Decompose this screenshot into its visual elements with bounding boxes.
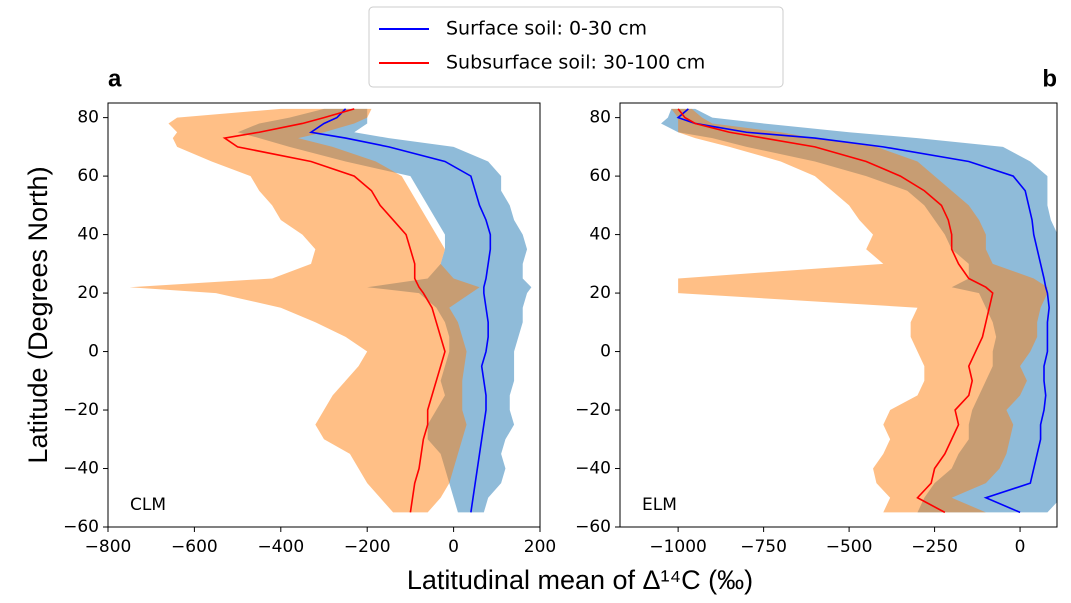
x-tick-label: 200	[524, 537, 556, 557]
y-tick-label: 20	[77, 283, 99, 303]
legend-box	[368, 6, 784, 88]
y-tick-label: 40	[77, 225, 99, 245]
line	[308, 108, 492, 513]
plot-area	[661, 108, 1057, 514]
legend: Surface soil: 0-30 cm Subsurface soil: 30…	[368, 6, 784, 88]
x-axis-label: Latitudinal mean of Δ¹⁴C (‰)	[407, 565, 753, 595]
legend-label: Subsurface soil: 30-100 cm	[446, 52, 705, 74]
annotation: CLM	[130, 495, 166, 515]
x-tick-label: 0	[448, 537, 459, 557]
y-tick-label: 80	[77, 108, 99, 128]
y-axis-label: Latitude (Degrees North)	[23, 166, 53, 463]
legend-label: Surface soil: 0-30 cm	[446, 18, 647, 40]
x-tick-label: −200	[344, 537, 391, 557]
panel-label: a	[108, 65, 122, 92]
axes-frame	[619, 102, 1058, 528]
y-tick-label: −40	[575, 459, 611, 479]
y-tick-label: −60	[63, 517, 99, 537]
y-tick-label: 80	[589, 108, 611, 128]
y-tick-label: −40	[63, 459, 99, 479]
axes-frame	[107, 102, 541, 528]
panel-label: b	[1042, 65, 1057, 92]
plot-area	[129, 108, 532, 513]
x-tick-label: −800	[85, 537, 132, 557]
y-tick-label: 40	[589, 225, 611, 245]
x-tick-label: −600	[171, 537, 218, 557]
annotation: ELM	[642, 495, 677, 515]
y-tick-label: 60	[77, 166, 99, 186]
x-tick-label: −1000	[649, 537, 707, 557]
x-tick-label: −400	[257, 537, 304, 557]
band	[129, 108, 480, 513]
y-tick-label: −20	[575, 400, 611, 420]
y-tick-label: 20	[589, 283, 611, 303]
y-tick-label: −60	[575, 517, 611, 537]
line	[222, 108, 446, 513]
band	[671, 108, 1048, 513]
x-tick-label: 0	[1015, 537, 1026, 557]
y-tick-label: 0	[88, 342, 99, 362]
x-tick-label: −500	[826, 537, 873, 557]
y-tick-label: 0	[600, 342, 611, 362]
x-tick-label: −750	[740, 537, 787, 557]
y-tick-label: 60	[589, 166, 611, 186]
line	[677, 108, 994, 514]
line	[676, 108, 1050, 514]
y-tick-label: −20	[63, 400, 99, 420]
x-tick-label: −250	[911, 537, 958, 557]
